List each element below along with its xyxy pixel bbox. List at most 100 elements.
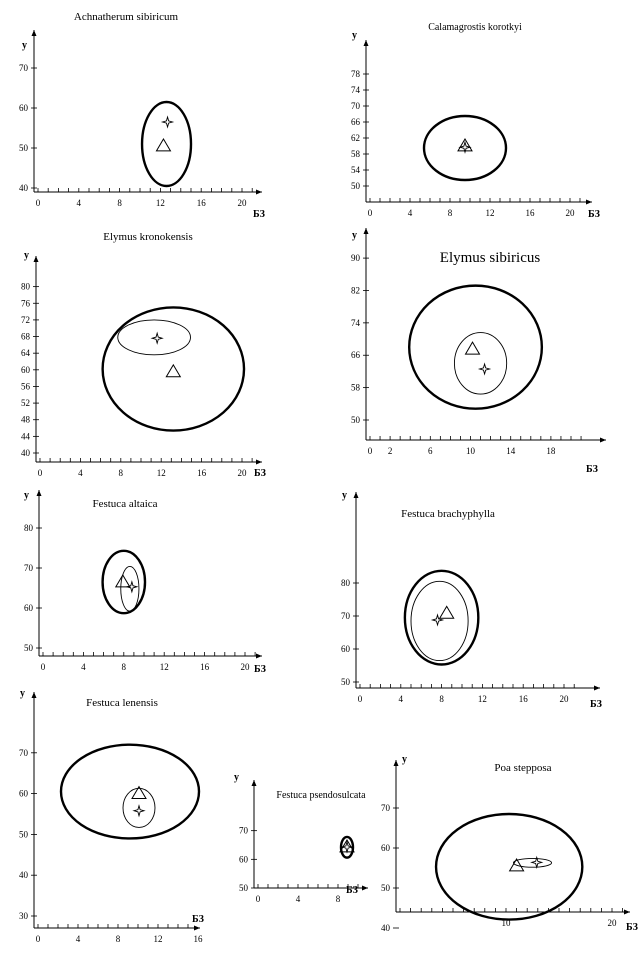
x-axis-label: БЗ	[253, 209, 265, 220]
y-tick-label: 40	[19, 183, 29, 193]
y-tick-label: 52	[21, 398, 30, 408]
x-axis-arrow	[256, 459, 262, 465]
y-axis-label: y	[20, 688, 25, 699]
x-axis-label: БЗ	[192, 914, 204, 925]
x-tick-label: 0	[36, 934, 41, 944]
y-axis-arrow	[363, 228, 369, 234]
y-axis-arrow	[33, 256, 39, 262]
y-axis-label: y	[352, 230, 357, 241]
x-tick-label: 0	[368, 208, 373, 218]
chart-panel: Calamagrostis korotkyi y БЗ 0 4 8 12 16 20 50 54 58…	[351, 22, 600, 220]
triangle-marker	[131, 785, 147, 799]
y-tick-label: 40	[381, 923, 391, 933]
y-tick-label: 48	[21, 415, 31, 425]
y-tick-label: 72	[21, 315, 30, 325]
x-axis-label: БЗ	[588, 209, 600, 220]
x-tick-label: 12	[154, 934, 163, 944]
star-marker	[160, 115, 175, 129]
star-marker	[477, 362, 492, 376]
x-axis-arrow	[256, 189, 262, 195]
y-axis-arrow	[31, 692, 37, 698]
x-tick-label: 16	[194, 934, 204, 944]
triangle-marker	[155, 138, 172, 152]
x-axis-arrow	[586, 199, 592, 205]
inner-ellipse	[512, 857, 553, 868]
y-tick-label: 50	[24, 643, 34, 653]
y-tick-label: 60	[19, 103, 29, 113]
outer-ellipse	[434, 812, 584, 921]
inner-ellipse	[120, 565, 140, 612]
y-tick-label: 78	[351, 69, 361, 79]
x-axis-label: БЗ	[586, 464, 598, 475]
x-tick-label: 4	[408, 208, 413, 218]
star-marker	[340, 840, 354, 854]
y-tick-label: 50	[341, 677, 351, 687]
y-tick-label: 70	[341, 611, 351, 621]
x-tick-label: 4	[78, 468, 83, 478]
triangle-marker	[165, 363, 182, 378]
y-tick-label: 66	[351, 350, 361, 360]
y-axis-arrow	[31, 30, 37, 36]
y-tick-label: 44	[21, 431, 31, 441]
y-tick-label: 80	[21, 282, 31, 292]
y-tick-label: 50	[19, 829, 29, 839]
outer-ellipse	[140, 100, 193, 188]
x-tick-label: 20	[238, 198, 248, 208]
y-axis-label: y	[342, 490, 347, 501]
y-tick-label: 82	[351, 285, 360, 295]
chart-title: Elymus sibiricus	[440, 250, 541, 266]
y-axis-arrow	[393, 760, 399, 766]
x-tick-label: 16	[197, 198, 207, 208]
x-tick-label: 6	[428, 446, 433, 456]
x-tick-label: 14	[506, 446, 516, 456]
x-tick-label: 0	[256, 894, 261, 904]
y-axis-label: y	[402, 754, 407, 765]
x-tick-label: 4	[296, 894, 301, 904]
chart-panel: Festuca lenensis y БЗ 0 4 8 12 16 30 40 50 60 70	[19, 688, 204, 944]
y-axis-arrow	[251, 780, 257, 786]
y-tick-label: 50	[351, 415, 361, 425]
y-tick-label: 68	[21, 332, 31, 342]
x-tick-label: 4	[77, 198, 82, 208]
chart-panel: Festuca psendosulcata y БЗ 0 4 8 50 60 70	[234, 772, 368, 904]
outer-ellipse	[59, 743, 201, 840]
y-tick-label: 76	[21, 298, 31, 308]
x-tick-label: 8	[122, 662, 127, 672]
y-tick-label: 62	[351, 133, 360, 143]
y-tick-label: 60	[24, 603, 34, 613]
chart-panel: Achnatherum sibiricum y БЗ 0 4 8 12 16 20 40 50 60 7…	[19, 11, 265, 220]
y-tick-label: 56	[21, 381, 31, 391]
star-marker	[458, 140, 472, 154]
y-tick-label: 80	[341, 578, 351, 588]
star-marker	[430, 613, 445, 627]
y-tick-label: 70	[351, 101, 361, 111]
y-tick-label: 50	[19, 143, 29, 153]
x-tick-label: 20	[238, 468, 248, 478]
y-tick-label: 40	[21, 448, 31, 458]
chart-panel: Festuca brachyphylla y БЗ 0 4 8 12 16 20 50 60 70 80	[341, 490, 602, 710]
y-tick-label: 60	[21, 365, 31, 375]
x-axis-arrow	[624, 909, 630, 915]
triangle-marker	[464, 341, 481, 355]
x-axis-arrow	[362, 885, 368, 891]
y-axis-label: y	[24, 250, 29, 261]
y-axis-label: y	[22, 40, 27, 51]
chart-title: Festuca altaica	[92, 498, 157, 510]
x-axis-label: БЗ	[626, 922, 638, 933]
inner-ellipse	[117, 319, 191, 356]
y-tick-label: 64	[21, 348, 31, 358]
y-tick-label: 50	[351, 181, 361, 191]
x-tick-label: 0	[358, 694, 363, 704]
y-tick-label: 58	[351, 149, 361, 159]
outer-ellipse	[403, 569, 480, 666]
x-tick-label: 8	[439, 694, 444, 704]
star-marker	[150, 331, 164, 345]
y-tick-label: 70	[381, 803, 391, 813]
inner-ellipse	[453, 332, 508, 395]
y-axis-arrow	[353, 492, 359, 498]
y-tick-label: 70	[24, 563, 34, 573]
outer-ellipse	[101, 549, 147, 615]
x-tick-label: 20	[241, 662, 251, 672]
x-tick-label: 0	[41, 662, 46, 672]
